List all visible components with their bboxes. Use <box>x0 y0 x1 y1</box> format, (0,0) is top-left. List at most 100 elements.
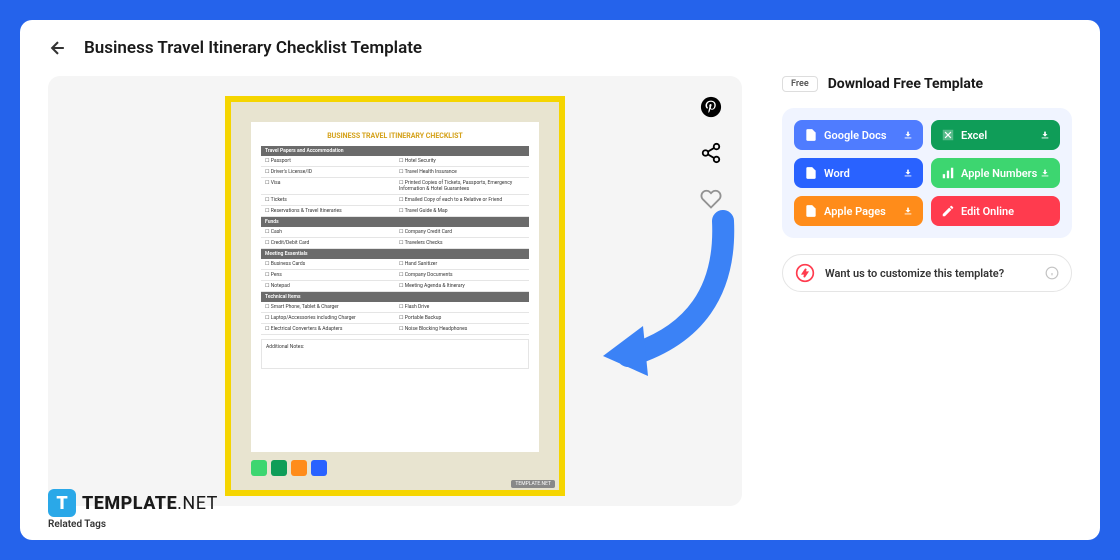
checklist-cell: ☐ Portable Backup <box>395 313 529 323</box>
format-icons-row <box>251 460 539 476</box>
favorite-icon[interactable] <box>700 188 722 210</box>
edit-online-button[interactable]: Edit Online <box>931 196 1060 226</box>
checklist-cell: ☐ Noise Blocking Headphones <box>395 324 529 334</box>
checklist-cell: ☐ Hand Sanitizer <box>395 259 529 269</box>
pinterest-icon[interactable] <box>700 96 722 118</box>
button-label: Google Docs <box>824 129 887 142</box>
download-header: Free Download Free Template <box>782 76 1072 92</box>
info-icon <box>1045 266 1059 280</box>
checklist-row: ☐ Laptop/Accessories including Charger☐ … <box>261 313 529 324</box>
watermark: TEMPLATE.NET <box>511 480 555 488</box>
download-icon <box>1040 130 1050 140</box>
checklist-cell: ☐ Hotel Security <box>395 156 529 166</box>
checklist-row: ☐ Tickets☐ Emailed Copy of each to a Rel… <box>261 195 529 206</box>
apple-numbers-button[interactable]: Apple Numbers <box>931 158 1060 188</box>
checklist-cell: ☐ Flash Drive <box>395 302 529 312</box>
checklist-cell: ☐ Tickets <box>261 195 395 205</box>
checklist-cell: ☐ Reservations & Travel Itineraries <box>261 206 395 216</box>
free-badge: Free <box>782 76 818 92</box>
checklist-row: ☐ Credit/Debit Card☐ Travelers Checks <box>261 238 529 249</box>
button-label: Apple Numbers <box>961 167 1037 180</box>
checklist-cell: ☐ Visa <box>261 178 395 194</box>
file-icon <box>941 166 955 180</box>
checklist-cell: ☐ Printed Copies of Tickets, Passports, … <box>395 178 529 194</box>
bolt-icon <box>795 263 815 283</box>
customize-bar[interactable]: Want us to customize this template? <box>782 254 1072 292</box>
edit-icon <box>941 204 955 218</box>
apple-pages-button[interactable]: Apple Pages <box>794 196 923 226</box>
checklist-cell: ☐ Emailed Copy of each to a Relative or … <box>395 195 529 205</box>
checklist-row: ☐ Visa☐ Printed Copies of Tickets, Passp… <box>261 178 529 195</box>
checklist-row: ☐ Pens☐ Company Documents <box>261 270 529 281</box>
logo-text: TEMPLATE.NET <box>82 493 218 514</box>
word-button[interactable]: Word <box>794 158 923 188</box>
section-header: Meeting Essentials <box>261 249 529 259</box>
format-pages-icon <box>291 460 307 476</box>
checklist-cell: ☐ Smart Phone, Tablet & Charger <box>261 302 395 312</box>
callout-arrow <box>568 206 748 390</box>
share-icon[interactable] <box>700 142 722 164</box>
checklist-row: ☐ Business Cards☐ Hand Sanitizer <box>261 259 529 270</box>
download-buttons-grid: Google Docs Excel Word Apple Numbers <box>782 108 1072 238</box>
button-label: Edit Online <box>961 205 1014 218</box>
share-icons <box>700 96 722 210</box>
format-excel-icon <box>271 460 287 476</box>
checklist-cell: ☐ Meeting Agenda & Itinerary <box>395 281 529 291</box>
back-arrow-icon[interactable] <box>48 38 68 58</box>
checklist-cell: ☐ Passport <box>261 156 395 166</box>
download-icon <box>903 130 913 140</box>
checklist-cell: ☐ Cash <box>261 227 395 237</box>
checklist-cell: ☐ Company Credit Card <box>395 227 529 237</box>
checklist-row: ☐ Passport☐ Hotel Security <box>261 156 529 167</box>
checklist-row: ☐ Smart Phone, Tablet & Charger☐ Flash D… <box>261 302 529 313</box>
main-content: BUSINESS TRAVEL ITINERARY CHECKLIST Trav… <box>20 76 1100 506</box>
google-docs-button[interactable]: Google Docs <box>794 120 923 150</box>
preview-panel: BUSINESS TRAVEL ITINERARY CHECKLIST Trav… <box>48 76 742 506</box>
checklist-row: ☐ Notepad☐ Meeting Agenda & Itinerary <box>261 281 529 292</box>
download-title: Download Free Template <box>828 76 983 92</box>
document-preview: BUSINESS TRAVEL ITINERARY CHECKLIST Trav… <box>251 122 539 452</box>
checklist-cell: ☐ Electrical Converters & Adapters <box>261 324 395 334</box>
checklist-cell: ☐ Business Cards <box>261 259 395 269</box>
checklist-row: ☐ Driver's License/ID☐ Travel Health Ins… <box>261 167 529 178</box>
section-header: Travel Papers and Accommodation <box>261 146 529 156</box>
file-icon <box>804 166 818 180</box>
download-icon <box>903 168 913 178</box>
brand-logo[interactable]: T TEMPLATE.NET <box>48 489 218 517</box>
download-icon <box>903 206 913 216</box>
checklist-cell: ☐ Travel Guide & Map <box>395 206 529 216</box>
sidebar: Free Download Free Template Google Docs … <box>782 76 1072 506</box>
page-container: Business Travel Itinerary Checklist Temp… <box>20 20 1100 540</box>
format-numbers-icon <box>251 460 267 476</box>
logo-icon: T <box>48 489 76 517</box>
logo-area: T TEMPLATE.NET Related Tags <box>48 489 218 530</box>
notes-area: Additional Notes: <box>261 339 529 369</box>
checklist-cell: ☐ Credit/Debit Card <box>261 238 395 248</box>
checklist-row: ☐ Electrical Converters & Adapters☐ Nois… <box>261 324 529 335</box>
checklist-cell: ☐ Travelers Checks <box>395 238 529 248</box>
file-icon <box>941 128 955 142</box>
related-tags-label: Related Tags <box>48 519 218 530</box>
button-label: Word <box>824 167 850 180</box>
excel-button[interactable]: Excel <box>931 120 1060 150</box>
customize-text: Want us to customize this template? <box>825 267 1035 280</box>
section-header: Funds <box>261 217 529 227</box>
checklist-cell: ☐ Driver's License/ID <box>261 167 395 177</box>
file-icon <box>804 204 818 218</box>
doc-title: BUSINESS TRAVEL ITINERARY CHECKLIST <box>261 132 529 140</box>
file-icon <box>804 128 818 142</box>
checklist-cell: ☐ Notepad <box>261 281 395 291</box>
checklist-cell: ☐ Pens <box>261 270 395 280</box>
checklist-cell: ☐ Laptop/Accessories including Charger <box>261 313 395 323</box>
checklist-cell: ☐ Travel Health Insurance <box>395 167 529 177</box>
checklist-row: ☐ Cash☐ Company Credit Card <box>261 227 529 238</box>
page-header: Business Travel Itinerary Checklist Temp… <box>20 20 1100 76</box>
page-title: Business Travel Itinerary Checklist Temp… <box>84 38 422 58</box>
format-word-icon <box>311 460 327 476</box>
checklist-row: ☐ Reservations & Travel Itineraries☐ Tra… <box>261 206 529 217</box>
button-label: Apple Pages <box>824 205 886 218</box>
button-label: Excel <box>961 129 987 142</box>
preview-frame: BUSINESS TRAVEL ITINERARY CHECKLIST Trav… <box>225 96 565 496</box>
checklist-cell: ☐ Company Documents <box>395 270 529 280</box>
download-icon <box>1040 168 1050 178</box>
